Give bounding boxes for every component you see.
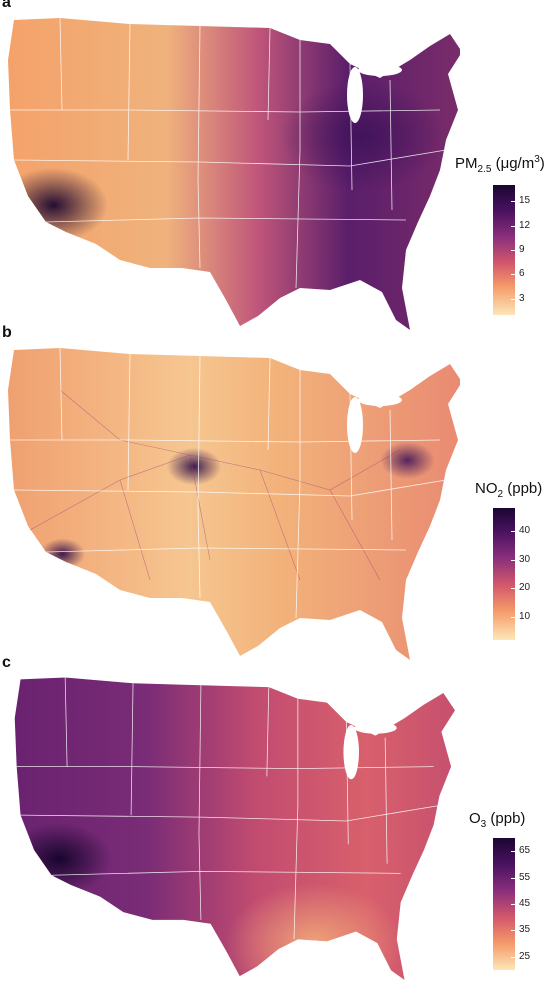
legend-o3: O3 (ppb) 25 35 45 55 65 [455, 660, 560, 980]
colorbar-tick-mark [511, 588, 515, 590]
colorbar-tick-label: 20 [519, 582, 531, 594]
colorbar-tick-label: 45 [519, 898, 531, 909]
colorbar-tick-mark [511, 250, 515, 251]
colorbar-tick-label: 6 [519, 268, 525, 280]
colorbar [493, 508, 515, 640]
legend-title: PM2.5 (μg/m3) [455, 154, 545, 175]
panel-no2: b [0, 324, 560, 660]
colorbar-tick-mark [511, 617, 515, 619]
us-map-no2 [8, 347, 460, 660]
colorbar-tick-mark [511, 530, 515, 532]
colorbar-tick-label: 65 [519, 845, 531, 857]
colorbar [493, 185, 515, 315]
legend-pm25: PM2.5 (μg/m3) 3 6 9 12 15 [455, 0, 560, 320]
colorbar-tick-mark [511, 956, 515, 958]
colorbar-tick-label: 55 [519, 871, 531, 883]
panel-o3: c O3 [0, 654, 560, 986]
colorbar-tick-mark [511, 274, 515, 276]
colorbar-tick-mark [511, 851, 515, 853]
colorbar-tick-mark [511, 930, 515, 932]
colorbar-tick-mark [511, 298, 515, 300]
colorbar-tick-label: 9 [519, 244, 525, 255]
colorbar-tick-label: 40 [519, 524, 531, 536]
panel-letter: a [2, 0, 11, 11]
colorbar-tick-mark [511, 559, 515, 561]
colorbar-tick-label: 25 [519, 950, 531, 962]
colorbar-tick-mark [511, 225, 515, 227]
panel-pm25: a PM2 [0, 0, 560, 330]
colorbar-tick-label: 12 [519, 219, 531, 231]
legend-title: NO2 (ppb) [475, 480, 543, 500]
panel-letter: b [2, 324, 12, 341]
us-map-pm25 [8, 17, 460, 330]
colorbar-tick-label: 35 [519, 924, 531, 936]
colorbar-tick-mark [511, 201, 515, 203]
colorbar-tick-label: 30 [519, 553, 531, 565]
great-lakes [347, 67, 363, 123]
colorbar-tick-label: 3 [519, 292, 525, 304]
colorbar-tick-mark [511, 904, 515, 905]
colorbar-tick-label: 10 [519, 611, 531, 623]
legend-title: O3 (ppb) [469, 810, 526, 830]
us-map-o3 [14, 677, 455, 980]
colorbar [493, 838, 515, 970]
panel-letter: c [2, 654, 11, 671]
state-borders [10, 17, 447, 289]
state-borders [16, 677, 440, 940]
state-borders [10, 347, 447, 619]
legend-no2: NO2 (ppb) 10 20 30 40 [455, 330, 560, 650]
colorbar-tick-label: 15 [519, 195, 531, 207]
colorbar-tick-mark [511, 877, 515, 879]
